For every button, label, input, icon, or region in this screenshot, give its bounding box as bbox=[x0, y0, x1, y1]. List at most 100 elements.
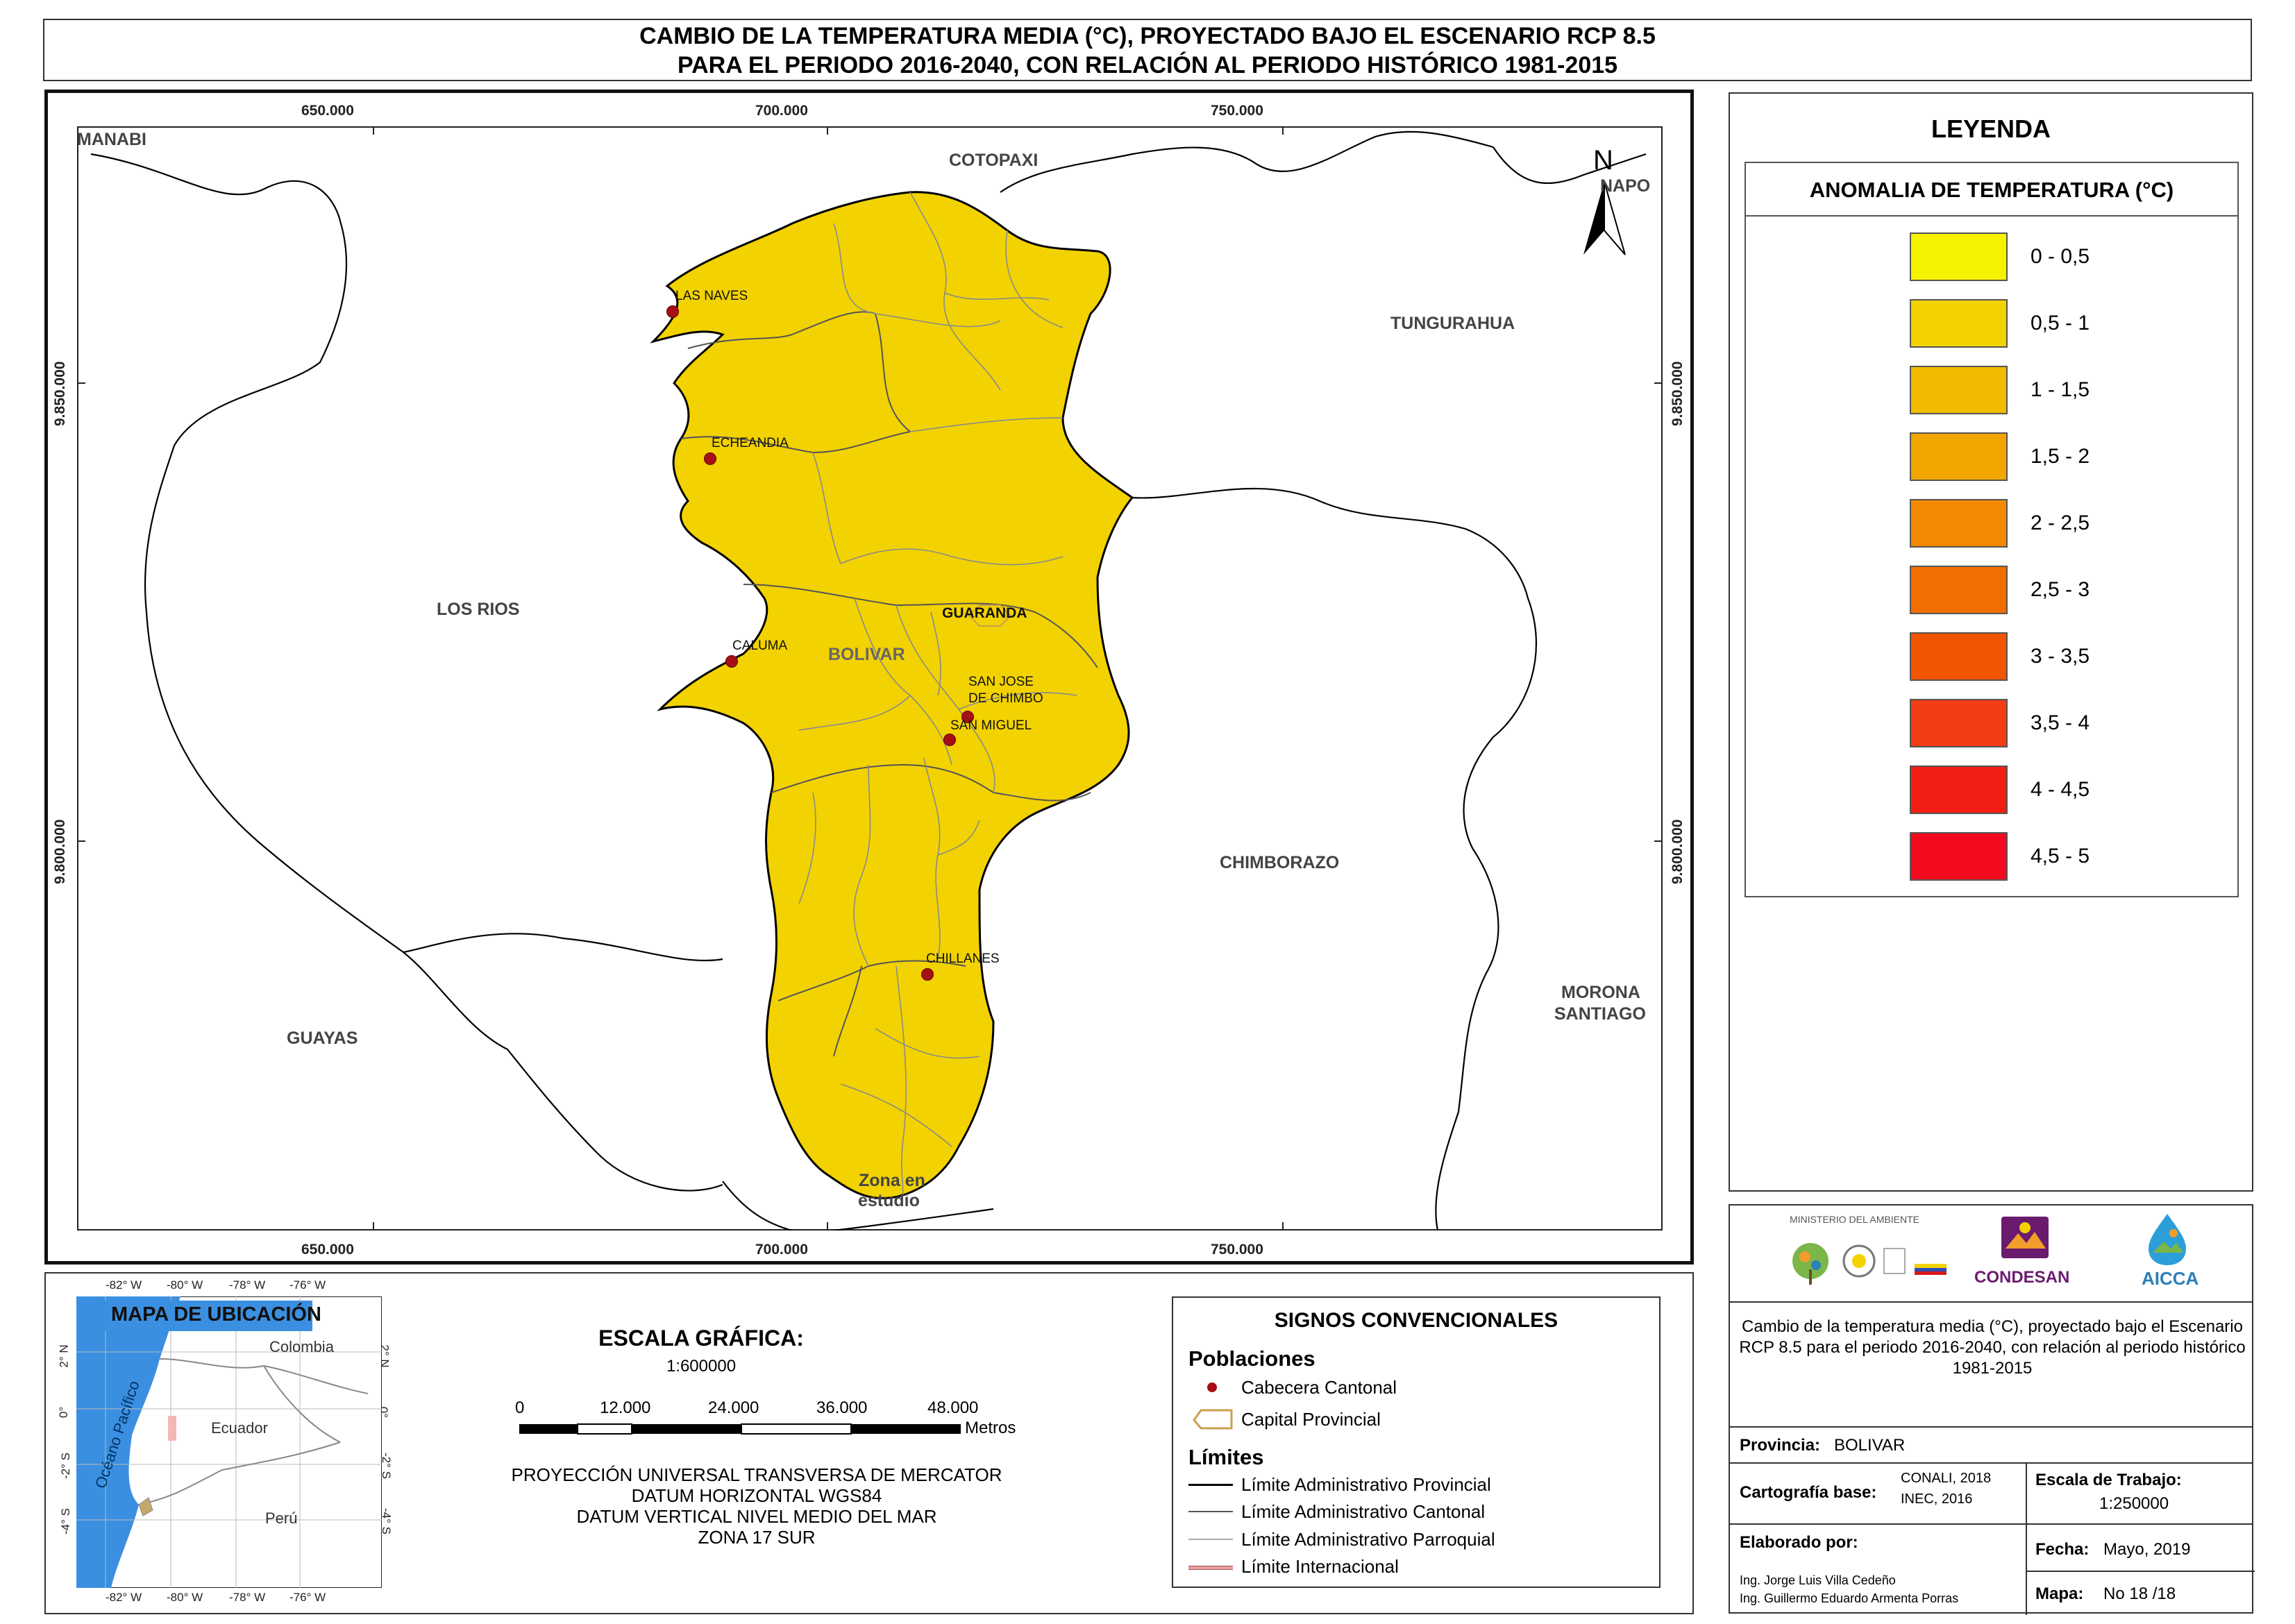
sign-cantonal-line bbox=[1188, 1511, 1233, 1512]
legend-label-1: 0,5 - 1 bbox=[2031, 312, 2090, 335]
province-label-tungurahua: TUNGURAHUA bbox=[1390, 314, 1515, 333]
info-description: Cambio de la temperatura media (°C), pro… bbox=[1739, 1317, 2246, 1378]
loc-lat-left-2s: -2° S bbox=[58, 1453, 72, 1479]
town-dot-caluma bbox=[725, 655, 738, 668]
loc-lon-bottom-76: -76° W bbox=[289, 1591, 326, 1604]
capital-label-guaranda: GUARANDA bbox=[942, 605, 1027, 621]
signs-title: SIGNOS CONVENCIONALES bbox=[1274, 1309, 1558, 1332]
scale-tick-36000: 36.000 bbox=[816, 1398, 868, 1417]
map-frame: 650.000 700.000 750.000 650.000 700.000 … bbox=[44, 90, 1694, 1264]
legend-table: ANOMALIA DE TEMPERATURA (°C) 0 - 0,5 0,5… bbox=[1745, 162, 2239, 897]
town-label-san-miguel: SAN MIGUEL bbox=[950, 718, 1032, 733]
legend-swatch-3 bbox=[1910, 432, 2008, 481]
title-line-2: PARA EL PERIODO 2016-2040, CON RELACIÓN … bbox=[677, 52, 1618, 78]
cartografia-row: Cartografía base: CONALI, 2018 INEC, 201… bbox=[1730, 1464, 2252, 1525]
projection-line-1: PROYECCIÓN UNIVERSAL TRANSVERSA DE MERCA… bbox=[511, 1464, 1002, 1485]
signs-box: SIGNOS CONVENCIONALES Poblaciones Cabece… bbox=[1172, 1296, 1661, 1588]
legend-row: 1,5 - 2 bbox=[1746, 432, 2237, 481]
scale-title: ESCALA GRÁFICA: bbox=[598, 1326, 804, 1351]
projection-line-4: ZONA 17 SUR bbox=[698, 1527, 816, 1548]
easting-label-bottom-750: 750.000 bbox=[1211, 1242, 1263, 1258]
map-canvas bbox=[77, 126, 1663, 1230]
signs-parroquial: Límite Administrativo Parroquial bbox=[1241, 1529, 1495, 1550]
escala-cell: Escala de Trabajo: 1:250000 bbox=[2026, 1464, 2255, 1525]
legend-row: 2,5 - 3 bbox=[1746, 566, 2237, 614]
elaborado-name-1: Ing. Jorge Luis Villa Cedeño bbox=[1740, 1573, 1896, 1587]
town-dot-san-jose-de-chimbo bbox=[961, 711, 974, 723]
easting-label-top-650: 650.000 bbox=[301, 103, 354, 119]
legend-swatch-9 bbox=[1910, 832, 2008, 881]
town-label-caluma: CALUMA bbox=[732, 638, 788, 653]
fecha-label: Fecha: bbox=[2035, 1540, 2090, 1559]
scale-unit: Metros bbox=[965, 1419, 1016, 1437]
loc-lon-top-80: -80° W bbox=[167, 1278, 203, 1292]
bolivar-province-polygon bbox=[650, 191, 1134, 1199]
loc-label-peru: Perú bbox=[265, 1509, 298, 1527]
provincia-label: Provincia: bbox=[1740, 1436, 1821, 1455]
legend-label-5: 2,5 - 3 bbox=[2031, 578, 2090, 601]
signs-capital: Capital Provincial bbox=[1241, 1409, 1381, 1430]
legend-row: 2 - 2,5 bbox=[1746, 499, 2237, 548]
loc-label-colombia: Colombia bbox=[269, 1338, 334, 1355]
legend-row: 3,5 - 4 bbox=[1746, 699, 2237, 747]
town-dot-las-naves bbox=[666, 305, 679, 318]
northing-label-right-9850: 9.850.000 bbox=[1670, 361, 1685, 426]
projection-line-2: DATUM HORIZONTAL WGS84 bbox=[631, 1485, 882, 1506]
province-label-santiago: SANTIAGO bbox=[1554, 1004, 1646, 1024]
map-neatline bbox=[77, 126, 1663, 1230]
legend-subtitle: ANOMALIA DE TEMPERATURA (°C) bbox=[1746, 163, 2237, 217]
north-label: N bbox=[1593, 145, 1613, 176]
legend-swatch-5 bbox=[1910, 566, 2008, 614]
study-zone-label-2: estudio bbox=[858, 1191, 920, 1210]
signs-cantonal: Límite Administrativo Cantonal bbox=[1241, 1501, 1486, 1522]
legend-label-3: 1,5 - 2 bbox=[2031, 445, 2090, 468]
legend-row: 4,5 - 5 bbox=[1746, 832, 2237, 881]
sign-capital-icon bbox=[1193, 1409, 1233, 1430]
scale-tick-12000: 12.000 bbox=[600, 1398, 651, 1417]
aicca-logo-icon bbox=[2149, 1214, 2186, 1265]
aicca-label: AICCA bbox=[2142, 1268, 2199, 1289]
mapa-value: No 18 /18 bbox=[2103, 1584, 2176, 1603]
legend-label-2: 1 - 1,5 bbox=[2031, 378, 2090, 401]
provincia-row: Provincia: BOLIVAR bbox=[1730, 1426, 2252, 1464]
loc-lon-top-82: -82° W bbox=[106, 1278, 142, 1292]
province-label-bolivar: BOLIVAR bbox=[828, 645, 905, 664]
sign-parroquial-line bbox=[1188, 1539, 1233, 1540]
elaborado-label: Elaborado por: bbox=[1740, 1533, 1858, 1552]
title-box: CAMBIO DE LA TEMPERATURA MEDIA (°C), PRO… bbox=[43, 19, 2252, 81]
easting-label-bottom-700: 700.000 bbox=[755, 1242, 808, 1258]
projection-line-3: DATUM VERTICAL NIVEL MEDIO DEL MAR bbox=[576, 1506, 937, 1527]
province-label-morona: MORONA bbox=[1561, 983, 1640, 1002]
study-zone-label-1: Zona en bbox=[859, 1171, 925, 1190]
info-panel: MINISTERIO DEL AMBIENTE CONDESAN AICCA C… bbox=[1729, 1204, 2255, 1615]
legend-swatch-0 bbox=[1910, 232, 2008, 281]
location-map-title: MAPA DE UBICACIÓN bbox=[111, 1303, 321, 1326]
scale-tick-24000: 24.000 bbox=[708, 1398, 759, 1417]
province-label-guayas: GUAYAS bbox=[287, 1029, 358, 1048]
scale-tick-48000: 48.000 bbox=[927, 1398, 979, 1417]
sign-internacional-line bbox=[1188, 1566, 1233, 1570]
location-map-title-bg bbox=[104, 1301, 312, 1331]
northing-label-left-9800: 9.800.000 bbox=[52, 819, 68, 884]
north-arrow-icon bbox=[1583, 181, 1626, 255]
cartografia-value-2: INEC, 2016 bbox=[1901, 1491, 1973, 1507]
legend-swatch-2 bbox=[1910, 366, 2008, 414]
legend-title: LEYENDA bbox=[1931, 115, 2051, 143]
mapa-cell: Mapa: No 18 /18 bbox=[2026, 1572, 2255, 1615]
legend-swatch-7 bbox=[1910, 699, 2008, 747]
easting-label-top-750: 750.000 bbox=[1211, 103, 1263, 119]
easting-label-bottom-650: 650.000 bbox=[301, 1242, 354, 1258]
province-label-chimborazo: CHIMBORAZO bbox=[1220, 853, 1340, 872]
condesan-logo-icon bbox=[2001, 1217, 2049, 1258]
signs-limites: Límites bbox=[1188, 1445, 1264, 1469]
town-dot-san-miguel bbox=[943, 734, 956, 746]
loc-lon-top-76: -76° W bbox=[289, 1278, 326, 1292]
legend-row: 4 - 4,5 bbox=[1746, 766, 2237, 814]
elaborado-row: Elaborado por: Ing. Jorge Luis Villa Ced… bbox=[1730, 1525, 2255, 1615]
title-line-1: CAMBIO DE LA TEMPERATURA MEDIA (°C), PRO… bbox=[639, 23, 1656, 49]
town-label-las-naves: LAS NAVES bbox=[675, 289, 748, 303]
legend-label-6: 3 - 3,5 bbox=[2031, 645, 2090, 668]
easting-label-top-700: 700.000 bbox=[755, 103, 808, 119]
sign-provincial-line bbox=[1188, 1484, 1233, 1486]
fecha-value: Mayo, 2019 bbox=[2103, 1540, 2191, 1559]
